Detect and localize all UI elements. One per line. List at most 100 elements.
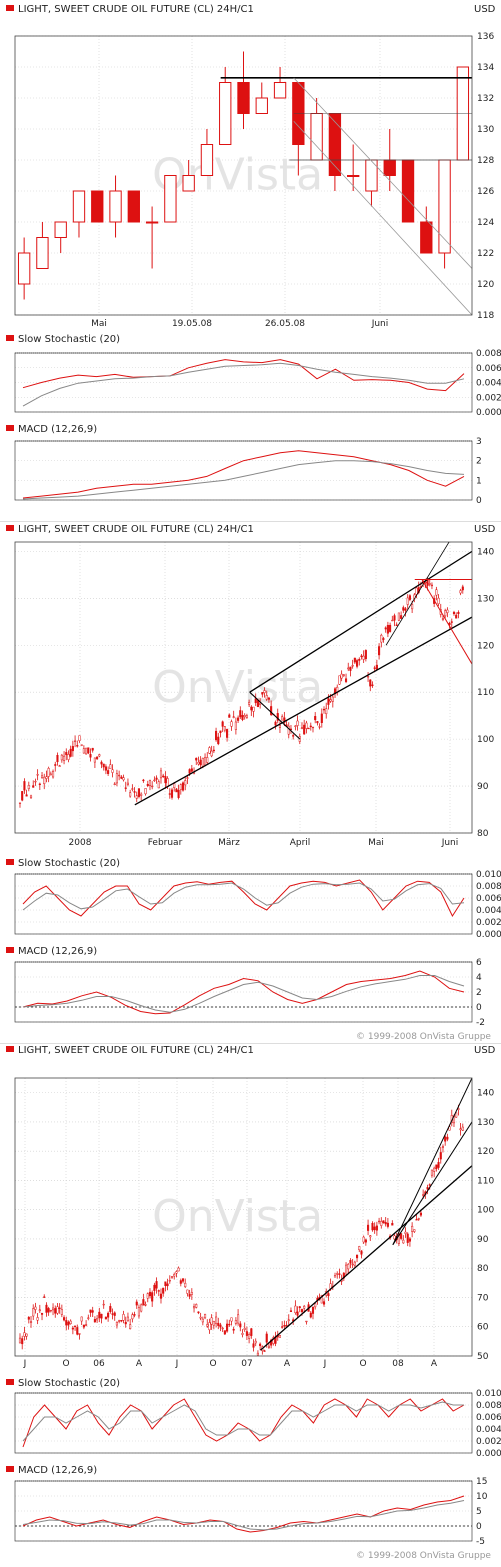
candle [18, 1337, 22, 1344]
candle [34, 1306, 37, 1310]
indicator-title: MACD (12,26,9) [18, 946, 97, 957]
candle [98, 1311, 101, 1319]
candle [49, 773, 52, 776]
candle [93, 1319, 96, 1323]
candle [115, 773, 118, 784]
candle [36, 237, 49, 269]
watermark: OnVista [152, 149, 323, 200]
candle [56, 1306, 59, 1314]
trend-resistance-line [249, 550, 472, 693]
candle [135, 1301, 138, 1306]
candle [358, 658, 361, 661]
indicator-series-line [22, 879, 465, 918]
candle [170, 789, 174, 798]
candle [400, 615, 403, 619]
candle [155, 1281, 158, 1289]
trend-line [385, 542, 450, 646]
candle [192, 1306, 196, 1309]
candle [164, 175, 177, 223]
x-tick-label: A [431, 1359, 438, 1369]
y-tick-label: 5 [476, 1507, 482, 1517]
candle [177, 1267, 180, 1272]
candle [305, 722, 308, 729]
y-tick-label: 0.008 [476, 1401, 501, 1411]
candle [38, 783, 41, 785]
candle [215, 730, 218, 741]
indicator-title: Slow Stochastic (20) [18, 334, 120, 345]
candle [197, 761, 200, 765]
y-tick-label: 0 [476, 1522, 482, 1532]
x-tick-label: 08 [392, 1359, 404, 1369]
candle [287, 1319, 290, 1321]
candle [78, 1333, 81, 1335]
candle [344, 1264, 348, 1275]
candle [54, 221, 67, 238]
candle [145, 221, 159, 224]
trend-line [392, 1121, 472, 1246]
candle [428, 1184, 431, 1186]
candle [153, 1284, 156, 1291]
candle [109, 1306, 112, 1312]
candle [356, 1254, 359, 1259]
candle [230, 1317, 233, 1322]
x-tick-label: 19.05.08 [172, 319, 212, 329]
candle [135, 795, 138, 799]
candle [195, 1304, 198, 1308]
indicator-marker-icon [6, 1379, 14, 1385]
candle [47, 768, 50, 777]
candle [91, 1310, 94, 1313]
candle [367, 676, 370, 678]
candle [157, 781, 160, 789]
candle [71, 746, 74, 752]
indicator-frame [14, 1392, 473, 1454]
candle [197, 1311, 200, 1314]
candle [459, 1128, 462, 1131]
candle [318, 726, 321, 728]
candle [261, 692, 264, 695]
candle [353, 1261, 356, 1266]
candle [228, 714, 231, 718]
candle [212, 1321, 215, 1326]
candle [43, 1296, 46, 1298]
candle [155, 777, 158, 780]
candle [151, 1292, 154, 1302]
y-tick-label: 120 [477, 1147, 494, 1157]
candle [54, 764, 57, 766]
candle [433, 1167, 436, 1172]
candle [159, 770, 163, 779]
candle [347, 1264, 350, 1270]
candle [316, 721, 319, 724]
candle [294, 1305, 297, 1313]
plot-frame [14, 541, 473, 834]
candle [144, 1304, 147, 1306]
trend-channel-line [293, 77, 472, 269]
candle [91, 190, 104, 223]
candle [364, 1239, 367, 1243]
candle [140, 1304, 143, 1312]
candle [120, 1320, 123, 1322]
copyright: © 1999-2008 OnVista Gruppe [356, 1551, 491, 1561]
indicator-series-line [22, 1398, 465, 1448]
candle [285, 1325, 288, 1327]
candle [441, 618, 445, 620]
candle [47, 1308, 50, 1313]
candle [89, 1309, 92, 1313]
candle [212, 749, 215, 752]
watermark: OnVista [152, 662, 323, 713]
y-tick-label: 132 [477, 94, 494, 104]
candle [208, 747, 211, 754]
trend-line [249, 691, 301, 740]
candle [250, 706, 253, 711]
candle [118, 1320, 121, 1322]
x-tick-label: Juni [441, 838, 459, 848]
y-tick-label: 0.004 [476, 379, 501, 389]
candle [298, 1306, 301, 1308]
candle [419, 1212, 422, 1216]
candle [210, 1317, 213, 1325]
y-tick-label: 0.008 [476, 882, 501, 892]
trend-support-line [260, 1165, 472, 1351]
x-tick-label: April [290, 838, 311, 848]
candle [109, 764, 112, 769]
x-tick-label: Juni [371, 319, 389, 329]
candle [356, 660, 359, 667]
